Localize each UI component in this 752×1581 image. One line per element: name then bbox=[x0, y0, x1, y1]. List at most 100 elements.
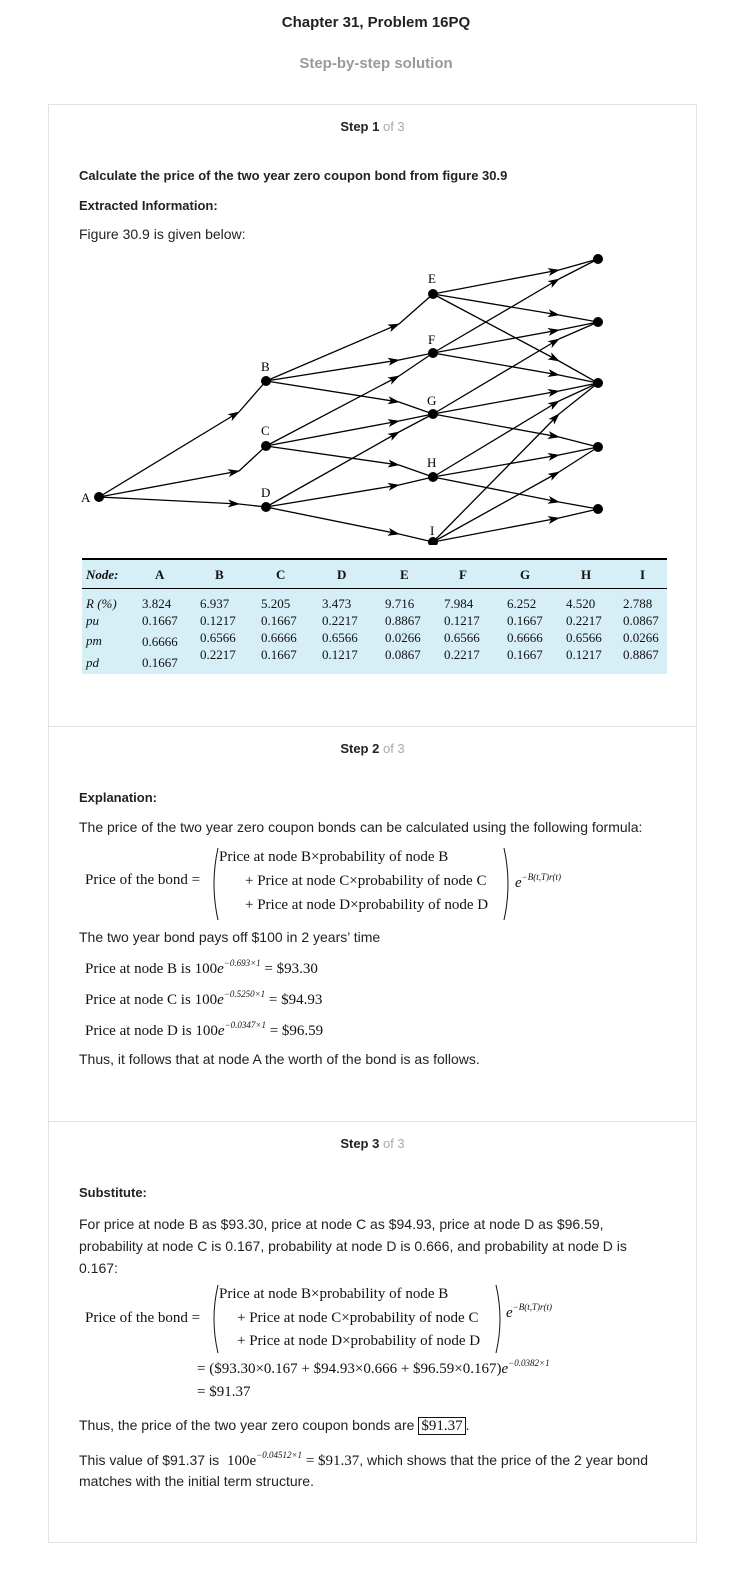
tree-node-b bbox=[261, 376, 271, 386]
tree-label-f: F bbox=[428, 332, 435, 347]
step-count: of 3 bbox=[382, 119, 405, 134]
node-price-exp: −0.0347×1 bbox=[224, 1020, 266, 1030]
step-count: of 3 bbox=[382, 741, 405, 756]
bond-formula: Price of the bond = Price at node B×prob… bbox=[85, 845, 645, 923]
check-line-2: matches with the initial term structure. bbox=[79, 1473, 314, 1489]
tree-node-i bbox=[428, 537, 438, 545]
tree-label-b: B bbox=[261, 359, 270, 374]
table-cell: 0.0867 bbox=[623, 613, 659, 628]
check-suffix: , which shows that the price of the 2 ye… bbox=[359, 1452, 649, 1468]
bond-formula-substituted: Price of the bond = Price at node B×prob… bbox=[85, 1282, 645, 1354]
tree-node-h bbox=[428, 472, 438, 482]
step-2-heading: Explanation: bbox=[79, 790, 158, 805]
node-price-label: Price at node B is 100 bbox=[85, 961, 218, 977]
table-cell: 0.1667 bbox=[507, 613, 543, 628]
tree-node-terminal bbox=[593, 254, 603, 264]
table-cell: 0.6566 bbox=[566, 630, 602, 645]
step-3-header: Step 3 of 3 bbox=[49, 1136, 696, 1151]
answer-line: Thus, the price of the two year zero cou… bbox=[79, 1417, 470, 1435]
node-price-d: Price at node D is 100e−0.0347×1 = $96.5… bbox=[85, 1020, 324, 1039]
table-col-header: H bbox=[581, 567, 592, 582]
tree-label-d: D bbox=[261, 485, 270, 500]
table-cell: 0.2217 bbox=[200, 647, 236, 662]
check-formula: 100e−0.04512×1 = $91.37 bbox=[227, 1450, 360, 1469]
left-paren bbox=[213, 847, 219, 921]
step-label: Step 2 bbox=[340, 741, 380, 756]
exp-power: −B(t,T)r(t) bbox=[512, 1302, 552, 1312]
table-col-header: I bbox=[640, 567, 646, 582]
step-3-heading: Substitute: bbox=[79, 1185, 147, 1200]
node-price-label: Price at node C is 100 bbox=[85, 992, 218, 1008]
formula-line: + Price at node C×probability of node C bbox=[237, 1310, 479, 1326]
node-data-table: Node: A B C D E F G H I R (%) 3.824 6.937 5… bbox=[82, 558, 667, 674]
check-exp: −0.04512×1 bbox=[256, 1450, 303, 1460]
table-col-header: E bbox=[400, 567, 409, 582]
table-divider bbox=[82, 588, 667, 589]
table-cell: 2.788 bbox=[623, 596, 653, 611]
table-cell: 0.8867 bbox=[623, 647, 659, 662]
table-header-node: Node: bbox=[86, 567, 119, 582]
table-col-header: D bbox=[337, 567, 347, 582]
table-cell: 6.937 bbox=[200, 596, 230, 611]
table-cell: 0.1217 bbox=[444, 613, 480, 628]
node-price-result: = $96.59 bbox=[265, 1023, 324, 1039]
formula-line: + Price at node D×probability of node D bbox=[245, 897, 489, 913]
table-cell: 0.6666 bbox=[261, 630, 297, 645]
table-cell: 0.1667 bbox=[261, 647, 297, 662]
right-paren bbox=[503, 847, 509, 921]
table-cell: 0.2217 bbox=[444, 647, 480, 662]
table-cell: 9.716 bbox=[385, 596, 415, 611]
step-2-header: Step 2 of 3 bbox=[49, 741, 696, 756]
step-label: Step 1 bbox=[340, 119, 380, 134]
node-price-c: Price at node C is 100e−0.5250×1 = $94.9… bbox=[85, 989, 323, 1008]
calc-expression: = ($93.30×0.167 + $94.93×0.666 + $96.59×… bbox=[197, 1361, 502, 1377]
left-paren bbox=[213, 1284, 219, 1354]
tree-node-a bbox=[94, 492, 104, 502]
node-price-b: Price at node B is 100e−0.693×1 = $93.30 bbox=[85, 958, 318, 977]
step-count: of 3 bbox=[382, 1136, 405, 1151]
table-cell: 0.1667 bbox=[142, 655, 178, 670]
step-2-card: Step 2 of 3 Explanation: The price of th… bbox=[48, 726, 697, 1122]
tree-label-i: I bbox=[430, 523, 434, 538]
tree-label-h: H bbox=[427, 455, 436, 470]
table-row-label: pd bbox=[86, 655, 99, 670]
tree-node-terminal bbox=[593, 317, 603, 327]
table-cell: 5.205 bbox=[261, 596, 291, 611]
table-cell: 0.8867 bbox=[385, 613, 421, 628]
calculation-line: = ($93.30×0.167 + $94.93×0.666 + $96.59×… bbox=[197, 1358, 550, 1377]
formula-line: + Price at node C×probability of node C bbox=[245, 873, 487, 889]
payoff-text: The two year bond pays off $100 in 2 yea… bbox=[79, 929, 381, 945]
exp-power: −B(t,T)r(t) bbox=[521, 872, 561, 882]
tree-node-terminal bbox=[593, 504, 603, 514]
table-row-label: pu bbox=[86, 613, 99, 628]
substitute-paragraph: For price at node B as $93.30, price at … bbox=[79, 1216, 627, 1276]
tree-label-a: A bbox=[81, 490, 91, 505]
formula-lhs: Price of the bond = bbox=[85, 872, 201, 888]
table-col-header: G bbox=[520, 567, 531, 582]
check-line: This value of $91.37 is 100e−0.04512×1 =… bbox=[79, 1450, 648, 1470]
table-cell: 0.2217 bbox=[566, 613, 602, 628]
table-cell: 0.1667 bbox=[507, 647, 543, 662]
node-price-exp: −0.693×1 bbox=[223, 958, 261, 968]
check-prefix: This value of $91.37 is bbox=[79, 1452, 220, 1468]
step-1-heading: Calculate the price of the two year zero… bbox=[79, 168, 508, 183]
right-paren bbox=[495, 1284, 501, 1354]
step-1-header: Step 1 of 3 bbox=[49, 119, 696, 134]
tree-node-f bbox=[428, 348, 438, 358]
table-cell: 0.2217 bbox=[322, 613, 358, 628]
step-3-card: Step 3 of 3 Substitute: For price at nod… bbox=[48, 1121, 697, 1543]
table-cell: 0.6666 bbox=[142, 634, 178, 649]
figure-intro: Figure 30.9 is given below: bbox=[79, 226, 246, 242]
step-2-conclusion: Thus, it follows that at node A the wort… bbox=[79, 1051, 480, 1067]
table-cell: 6.252 bbox=[507, 596, 537, 611]
table-col-header: C bbox=[276, 567, 286, 582]
tree-node-d bbox=[261, 502, 271, 512]
formula-line: Price at node B×probability of node B bbox=[219, 1286, 449, 1302]
table-cell: 0.0266 bbox=[623, 630, 659, 645]
table-row-label: R (%) bbox=[86, 596, 117, 611]
tree-node-g bbox=[428, 409, 438, 419]
formula-line: Price at node B×probability of node B bbox=[219, 849, 449, 865]
check-result: = $91.37 bbox=[302, 1453, 360, 1469]
formula-exponent: e−B(t,T)r(t) bbox=[506, 1302, 552, 1321]
table-col-header: B bbox=[215, 567, 224, 582]
